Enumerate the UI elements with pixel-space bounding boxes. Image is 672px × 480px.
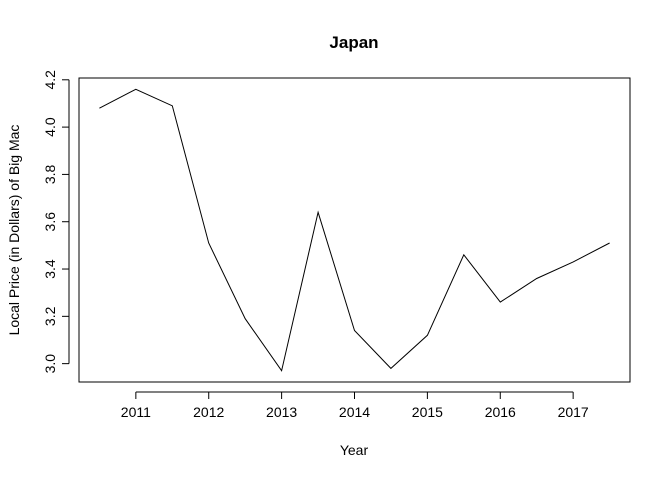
x-axis-label: Year bbox=[340, 442, 369, 458]
series-group bbox=[99, 88, 610, 372]
y-tick-label: 3.0 bbox=[42, 354, 58, 374]
y-tick-label: 3.4 bbox=[42, 259, 58, 279]
plot-frame bbox=[78, 77, 631, 383]
y-tick-label: 3.8 bbox=[42, 164, 58, 184]
x-tick-label: 2013 bbox=[266, 404, 297, 420]
x-tick-label: 2011 bbox=[121, 404, 151, 420]
x-tick-label: 2016 bbox=[485, 404, 516, 420]
x-tick-label: 2012 bbox=[193, 404, 224, 420]
y-tick-label: 4.0 bbox=[42, 117, 58, 137]
y-axis: 3.0 3.2 3.4 3.6 3.8 4.0 4.2 bbox=[42, 70, 70, 374]
x-tick-label: 2015 bbox=[412, 404, 443, 420]
series-line bbox=[99, 88, 610, 372]
chart-title: Japan bbox=[329, 33, 378, 52]
x-tick-label: 2014 bbox=[339, 404, 370, 420]
y-axis-label: Local Price (in Dollars) of Big Mac bbox=[6, 125, 22, 336]
y-tick-label: 4.2 bbox=[42, 70, 58, 90]
y-tick-label: 3.6 bbox=[42, 212, 58, 232]
y-tick-label: 3.2 bbox=[42, 306, 58, 326]
x-axis: 2011 2012 2013 2014 2015 2016 2017 bbox=[121, 391, 589, 420]
x-tick-label: 2017 bbox=[558, 404, 589, 420]
